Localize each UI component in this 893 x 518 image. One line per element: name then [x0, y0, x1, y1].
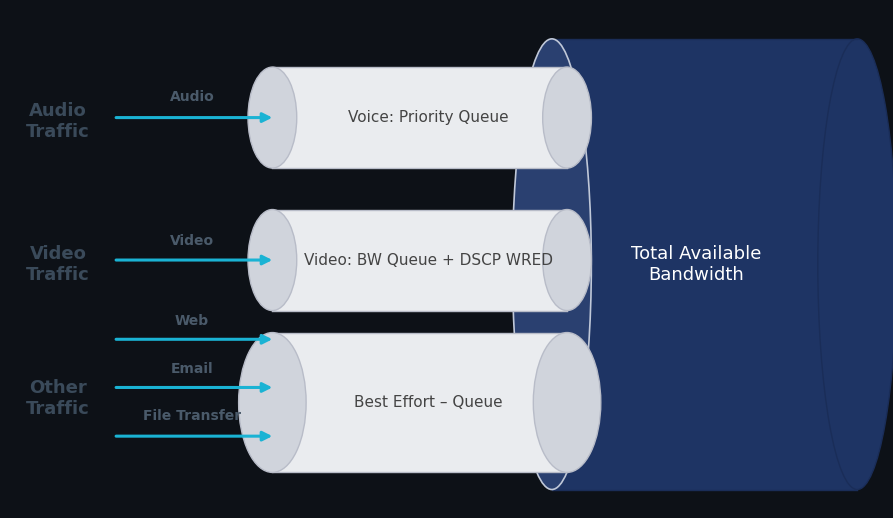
- Bar: [272, 333, 567, 472]
- Ellipse shape: [543, 210, 591, 311]
- Text: Audio
Traffic: Audio Traffic: [26, 103, 90, 141]
- Text: File Transfer: File Transfer: [143, 409, 241, 423]
- Ellipse shape: [248, 67, 296, 168]
- Text: Best Effort – Queue: Best Effort – Queue: [355, 395, 503, 410]
- Bar: [272, 210, 567, 311]
- Text: Total Available
Bandwidth: Total Available Bandwidth: [631, 245, 762, 283]
- Ellipse shape: [818, 39, 893, 490]
- Text: Email: Email: [171, 362, 213, 376]
- Text: Other
Traffic: Other Traffic: [26, 380, 90, 418]
- Text: Video
Traffic: Video Traffic: [26, 245, 90, 283]
- Ellipse shape: [543, 67, 591, 168]
- Text: Video: Video: [170, 234, 214, 248]
- Ellipse shape: [513, 39, 591, 490]
- Bar: [272, 67, 567, 168]
- Text: Voice: Priority Queue: Voice: Priority Queue: [348, 110, 509, 125]
- Ellipse shape: [238, 333, 306, 472]
- Ellipse shape: [533, 333, 601, 472]
- Text: Audio: Audio: [170, 90, 214, 104]
- Text: Web: Web: [175, 314, 209, 328]
- Text: Video: BW Queue + DSCP WRED: Video: BW Queue + DSCP WRED: [305, 253, 553, 267]
- Ellipse shape: [248, 210, 296, 311]
- Bar: [552, 39, 857, 490]
